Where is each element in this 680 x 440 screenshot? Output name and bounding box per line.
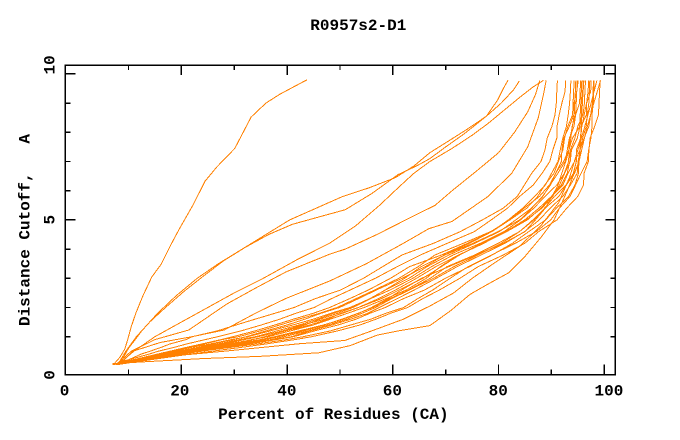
svg-text:20: 20 <box>170 383 189 401</box>
svg-text:40: 40 <box>277 383 296 401</box>
svg-text:80: 80 <box>489 383 508 401</box>
svg-text:Percent of Residues (CA): Percent of Residues (CA) <box>218 406 448 424</box>
svg-text:10: 10 <box>42 55 60 74</box>
svg-text:Distance Cutoff, A: Distance Cutoff, A <box>17 134 35 326</box>
svg-text:100: 100 <box>594 383 623 401</box>
svg-text:R0957s2-D1: R0957s2-D1 <box>310 17 406 35</box>
svg-text:0: 0 <box>60 383 70 401</box>
svg-text:60: 60 <box>383 383 402 401</box>
svg-text:5: 5 <box>42 215 60 225</box>
svg-text:0: 0 <box>42 370 60 380</box>
